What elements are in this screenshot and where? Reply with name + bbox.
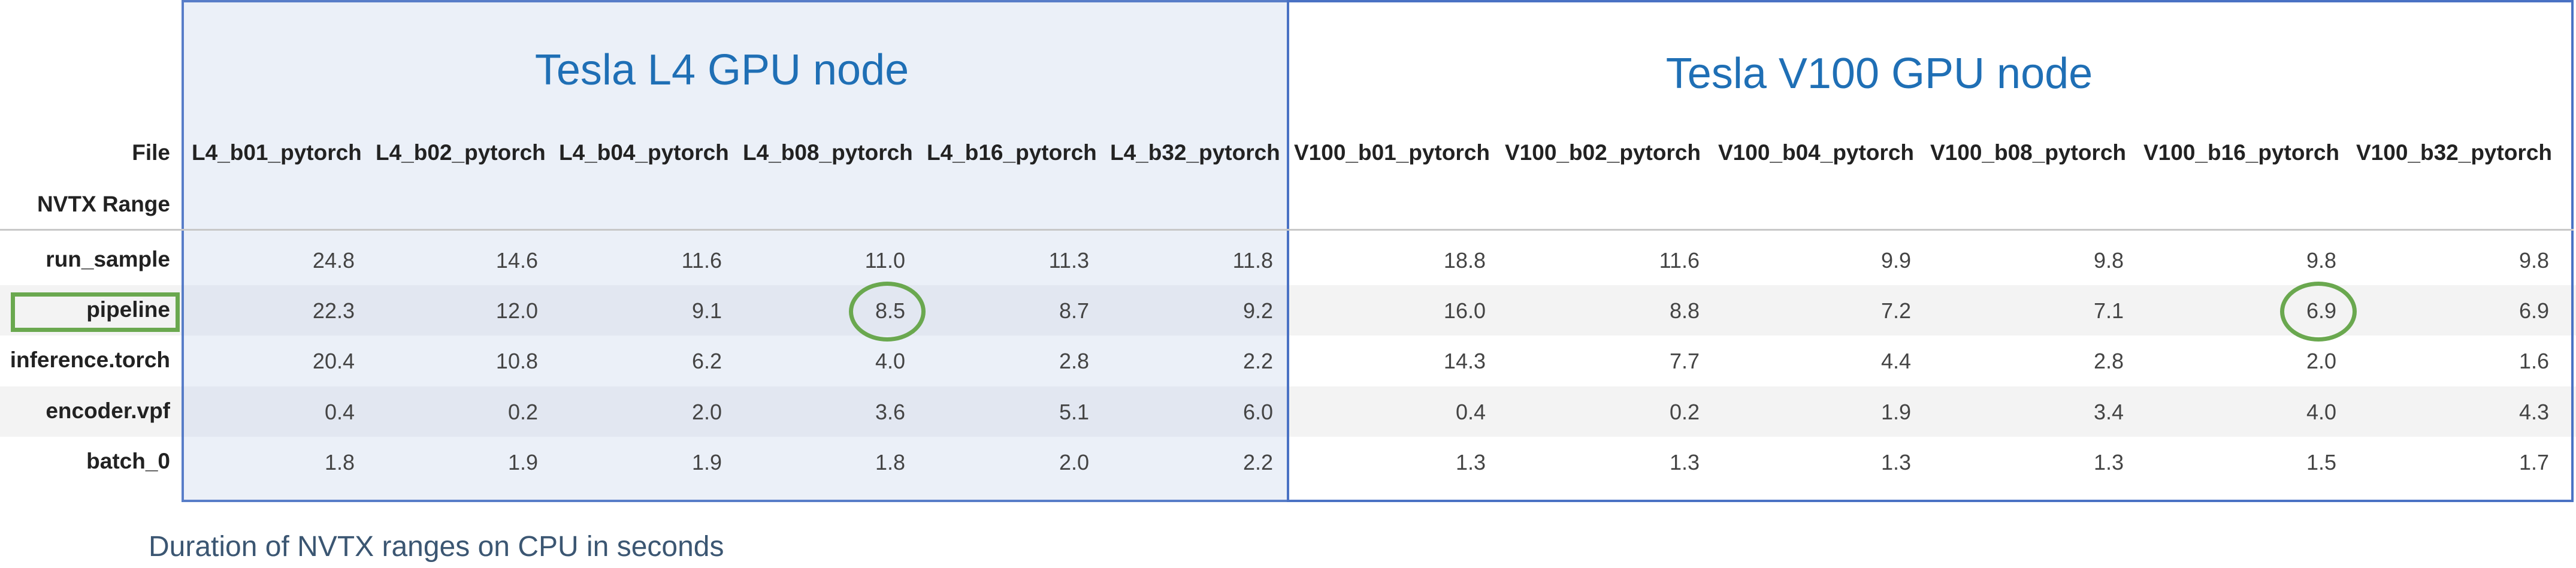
column-header: L4_b02_pytorch — [376, 140, 546, 165]
table-cell: 8.7 — [1059, 298, 1089, 323]
table-cell: 2.0 — [1059, 450, 1089, 475]
table-cell: 7.1 — [2093, 298, 2124, 323]
table-cell: 4.0 — [875, 349, 905, 373]
column-header: V100_b32_pytorch — [2356, 140, 2553, 165]
table-cell: 1.8 — [324, 450, 355, 475]
table-cell: 0.2 — [1669, 400, 1700, 424]
table-cell: 0.2 — [507, 400, 538, 424]
table-cell: 9.2 — [1242, 298, 1273, 323]
column-header: L4_b04_pytorch — [559, 140, 729, 165]
table-cell: 2.8 — [1059, 349, 1089, 373]
column-header: V100_b02_pytorch — [1505, 140, 1701, 165]
header-range-label: NVTX Range — [37, 192, 170, 216]
circled-cell-marker — [2280, 282, 2357, 342]
column-header: V100_b01_pytorch — [1294, 140, 1490, 165]
row-label: run_sample — [46, 247, 170, 271]
column-header: V100_b04_pytorch — [1718, 140, 1915, 165]
table-cell: 24.8 — [312, 248, 355, 273]
table-cell: 4.3 — [2518, 400, 2549, 424]
table-cell: 9.8 — [2306, 248, 2336, 273]
table-cell: 0.4 — [324, 400, 355, 424]
column-header: V100_b16_pytorch — [2143, 140, 2340, 165]
row-label: batch_0 — [86, 449, 170, 473]
table-cell: 1.3 — [1669, 450, 1700, 475]
table-cell: 11.3 — [1048, 248, 1089, 273]
table-cell: 10.8 — [495, 349, 538, 373]
table-cell: 9.8 — [2518, 248, 2549, 273]
table-cell: 16.0 — [1443, 298, 1486, 323]
column-header: L4_b32_pytorch — [1110, 140, 1280, 165]
column-header: L4_b08_pytorch — [743, 140, 913, 165]
table-cell: 7.7 — [1669, 349, 1700, 373]
column-header: V100_b08_pytorch — [1930, 140, 2127, 165]
table-cell: 9.9 — [1880, 248, 1911, 273]
row-label: inference.torch — [10, 348, 170, 372]
table-cell: 1.8 — [875, 450, 905, 475]
table-cell: 22.3 — [312, 298, 355, 323]
table-cell: 0.4 — [1455, 400, 1486, 424]
table-cell: 5.1 — [1059, 400, 1089, 424]
table-cell: 18.8 — [1443, 248, 1486, 273]
table-cell: 2.8 — [2093, 349, 2124, 373]
table-cell: 11.6 — [1659, 248, 1700, 273]
table-cell: 6.2 — [691, 349, 722, 373]
table-cell: 8.8 — [1669, 298, 1700, 323]
table-cell: 1.7 — [2518, 450, 2549, 475]
table-cell: 1.6 — [2518, 349, 2549, 373]
table-cell: 1.3 — [1880, 450, 1911, 475]
group-title: Tesla L4 GPU node — [534, 46, 909, 94]
table-cell: 1.3 — [2093, 450, 2124, 475]
highlighted-row-box — [11, 292, 180, 332]
table-cell: 9.1 — [691, 298, 722, 323]
circled-cell-marker — [849, 282, 926, 342]
column-header: L4_b01_pytorch — [192, 140, 362, 165]
table-cell: 3.4 — [2093, 400, 2124, 424]
header-divider — [0, 229, 2574, 231]
table-cell: 2.0 — [2306, 349, 2336, 373]
row-label: encoder.vpf — [46, 398, 170, 423]
table-cell: 2.2 — [1242, 349, 1273, 373]
header-file-label: File — [132, 140, 170, 165]
table-cell: 20.4 — [312, 349, 355, 373]
table-cell: 1.3 — [1455, 450, 1486, 475]
table-cell: 9.8 — [2093, 248, 2124, 273]
table-cell: 4.0 — [2306, 400, 2336, 424]
table-cell: 4.4 — [1880, 349, 1911, 373]
table-cell: 6.0 — [1242, 400, 1273, 424]
row-stripe-l4 — [184, 386, 1287, 437]
table-cell: 1.5 — [2306, 450, 2336, 475]
table-cell: 6.9 — [2518, 298, 2549, 323]
table-cell: 11.8 — [1232, 248, 1273, 273]
table-cell: 1.9 — [507, 450, 538, 475]
table-cell: 2.2 — [1242, 450, 1273, 475]
group-title: Tesla V100 GPU node — [1665, 50, 2093, 98]
table-cell: 14.6 — [495, 248, 538, 273]
table-cell: 1.9 — [691, 450, 722, 475]
column-header: L4_b16_pytorch — [927, 140, 1097, 165]
table-cell: 14.3 — [1443, 349, 1486, 373]
table-cell: 12.0 — [495, 298, 538, 323]
row-label: pipeline — [86, 297, 170, 322]
table-cell: 11.0 — [864, 248, 905, 273]
table-cell: 11.6 — [681, 248, 722, 273]
row-stripe-l4 — [184, 285, 1287, 336]
table-cell: 3.6 — [875, 400, 905, 424]
table-cell: 7.2 — [1880, 298, 1911, 323]
table-cell: 2.0 — [691, 400, 722, 424]
table-cell: 1.9 — [1880, 400, 1911, 424]
v100-group-panel — [1287, 0, 2574, 502]
table-caption: Duration of NVTX ranges on CPU in second… — [149, 531, 724, 563]
